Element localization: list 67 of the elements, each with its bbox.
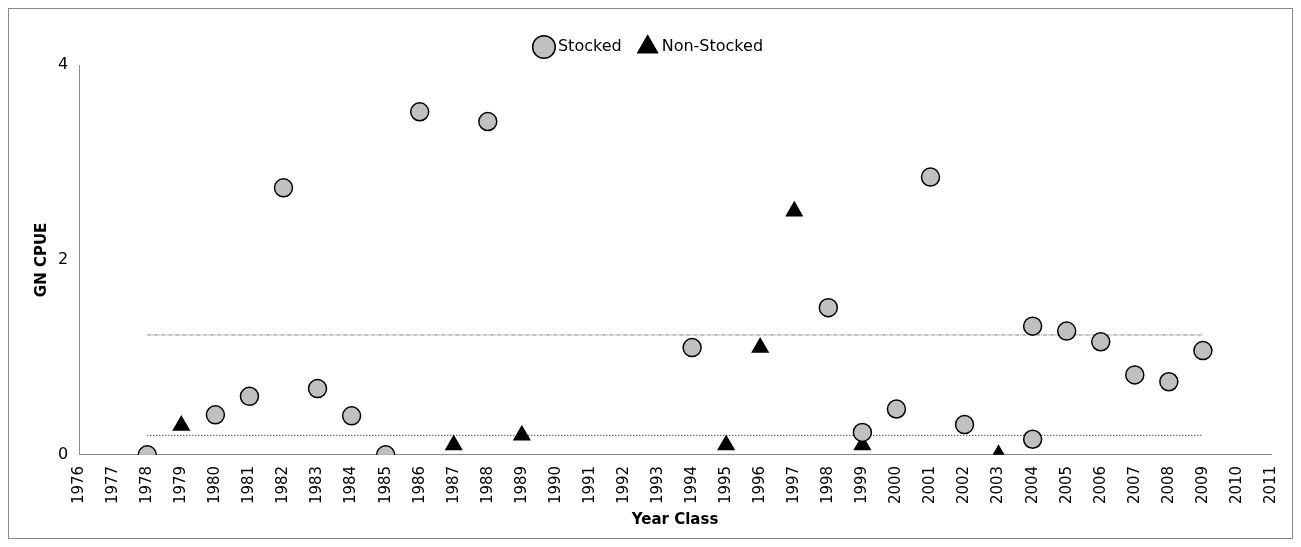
x-tick-label: 1996 [750,465,769,505]
x-tick-label: 1978 [137,465,156,505]
x-tick-label: 1994 [682,465,701,505]
x-tick-label: 1988 [477,465,496,505]
x-tick-label: 1976 [69,465,88,505]
x-tick-label: 2005 [1056,465,1075,505]
point [409,102,430,122]
point [818,297,839,318]
point [717,435,735,451]
x-tick-label: 1989 [511,465,530,505]
x-tick-label: 1986 [409,465,428,505]
x-tick-label: 1980 [205,465,224,505]
y-tick-label: 0 [57,443,69,463]
point [172,415,190,431]
x-tick-label: 2001 [920,465,939,505]
point [341,406,362,426]
x-tick-label: 2002 [954,465,973,505]
point [1193,340,1213,361]
point [1090,332,1111,352]
x-tick-label: 2006 [1090,465,1109,505]
legend-label: Stocked [557,36,622,56]
x-axis-title: Year Class [630,509,719,528]
point [1056,321,1077,341]
x-tick-label: 1995 [716,465,735,505]
point [1022,316,1043,336]
y-tick-label: 2 [57,249,69,269]
point [954,414,975,435]
point [682,337,702,358]
x-tick-label: 1983 [307,465,326,505]
y-axis-title: GN CPUE [31,222,50,298]
x-tick-label: 1999 [852,465,871,505]
x-tick-label: 1981 [239,465,258,505]
x-tick-label: 1993 [647,465,666,505]
y-tick-label: 4 [57,54,69,74]
point [886,399,907,419]
x-tick-label: 2000 [886,465,905,505]
x-tick-label: 1987 [443,465,462,505]
x-tick-label: 1982 [273,465,292,505]
x-tick-label: 1990 [545,465,564,505]
point [239,386,260,407]
x-tick-label: 2009 [1192,465,1211,505]
x-tick-label: 1984 [341,465,360,505]
point [1125,365,1145,385]
x-tick-label: 1997 [784,465,803,505]
point [513,425,531,441]
point [1022,429,1043,449]
x-tick-label: 2008 [1158,465,1177,505]
x-tick-label: 2003 [988,465,1007,505]
x-tick-label: 1991 [579,465,598,505]
point [273,178,294,198]
x-tick-label: 1977 [103,465,122,505]
x-tick-label: 1979 [171,465,190,505]
point [1159,371,1179,392]
point [445,435,463,451]
x-tick-label: 2004 [1022,465,1041,505]
legend-label: Non-Stocked [661,36,764,56]
x-tick-label: 2011 [1260,465,1279,505]
x-tick-label: 1985 [375,465,394,505]
x-tick-label: 2010 [1226,465,1245,505]
x-tick-label: 2007 [1124,465,1143,505]
x-tick-label: 1998 [818,465,837,505]
point [307,378,328,399]
point [920,167,941,187]
x-tick-label: 1992 [613,465,632,505]
point [478,111,498,132]
point [205,405,226,425]
point [852,422,873,443]
